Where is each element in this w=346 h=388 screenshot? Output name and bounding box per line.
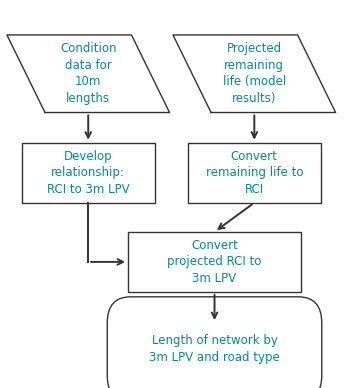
Bar xyxy=(188,142,321,203)
Bar xyxy=(128,232,301,292)
Text: Projected
remaining
life (model
results): Projected remaining life (model results) xyxy=(223,42,286,105)
Polygon shape xyxy=(7,35,170,113)
Polygon shape xyxy=(173,35,336,113)
Bar xyxy=(21,142,155,203)
FancyBboxPatch shape xyxy=(107,297,322,388)
Text: Convert
remaining life to
RCI: Convert remaining life to RCI xyxy=(206,150,303,196)
Text: Convert
projected RCI to
3m LPV: Convert projected RCI to 3m LPV xyxy=(167,239,262,285)
Text: Length of network by
3m LPV and road type: Length of network by 3m LPV and road typ… xyxy=(149,334,280,364)
Text: Develop
relationship:
RCI to 3m LPV: Develop relationship: RCI to 3m LPV xyxy=(47,150,129,196)
Text: Condition
data for
10m
lengths: Condition data for 10m lengths xyxy=(60,42,117,105)
